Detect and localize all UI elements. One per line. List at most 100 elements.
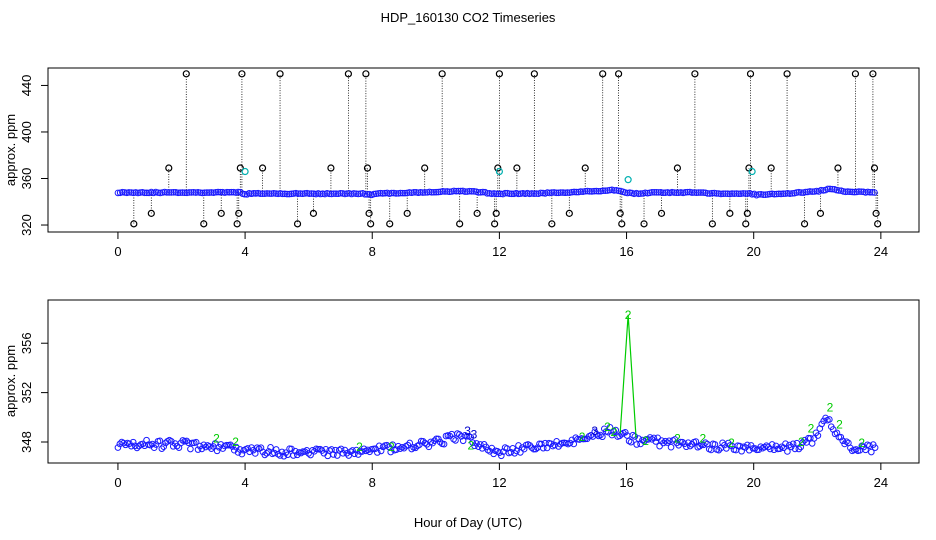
baseline-point [251,450,259,457]
baseline-point [820,187,827,194]
baseline-point [395,190,402,197]
excursion-point [767,164,775,172]
bottom-axes: 0 4 8 12 16 20 24 348 352 356 [19,332,888,490]
baseline-point [627,438,635,446]
baseline-point [508,190,516,198]
baseline-point [388,189,395,197]
baseline-point [479,188,487,196]
baseline-point [466,187,473,195]
green-label-mark: 2 [604,420,611,434]
baseline-point [766,190,774,198]
baseline-point [188,189,195,196]
baseline-point [457,187,464,195]
excursion-point [236,164,244,172]
y-tick-label: 352 [19,382,34,404]
cyan-point [241,167,249,176]
baseline-point [198,445,206,453]
baseline-point [537,189,545,197]
baseline-point [337,189,344,197]
baseline-point [158,445,166,452]
excursion-point [708,220,716,228]
baseline-point [332,190,340,197]
baseline-point [216,188,224,196]
x-tick-label: 12 [492,475,506,490]
baseline-point [213,447,221,455]
baseline-point [532,445,539,453]
green-label-mark: 2 [674,431,681,445]
x-tick-label: 20 [746,244,760,259]
baseline-point [782,440,789,447]
baseline-point [722,190,729,197]
baseline-point [775,190,783,198]
figure-title: HDP_160130 CO2 Timeseries [381,10,556,25]
baseline-point [653,189,660,196]
baseline-point [702,439,709,446]
x-tick-label: 12 [492,244,506,259]
excursion-point [238,70,246,78]
baseline-point [450,187,458,195]
baseline-point [345,452,353,459]
baseline-point [227,441,234,449]
baseline-point [648,189,656,196]
baseline-point [202,443,209,451]
top-plot-frame [47,67,920,233]
x-tick-label: 24 [874,475,888,490]
baseline-point [350,190,358,197]
baseline-point [130,189,137,197]
baseline-point [379,190,387,197]
baseline-point [148,440,156,448]
baseline-point [810,435,818,442]
baseline-point [650,189,658,196]
baseline-point [176,189,184,196]
baseline-point [802,188,809,196]
baseline-point [828,185,836,193]
baseline-point [478,445,486,452]
baseline-point [506,190,513,197]
baseline-point [844,188,852,195]
baseline-point [363,191,371,198]
baseline-point [432,188,440,196]
baseline-point [868,448,875,456]
baseline-point [292,447,299,455]
green-label-mark: 2 [827,400,834,414]
baseline-point [671,436,679,443]
baseline-point [520,445,528,453]
baseline-point [548,189,556,196]
baseline-point [615,187,622,195]
green-label-mark: 2 [798,435,805,449]
bottom-plot-frame [47,299,920,464]
baseline-point [484,190,491,197]
baseline-point [606,186,613,194]
baseline-point [696,442,703,450]
excursion-point [742,220,750,228]
bottom-ylabel: approx. ppm [3,345,18,417]
baseline-point [377,189,384,197]
baseline-point [708,189,716,197]
green-label-mark: 2 [213,431,220,445]
excursion-point [640,220,648,228]
baseline-point [515,442,522,449]
baseline-point [280,452,288,460]
baseline-point [278,448,286,456]
cyan-point [495,167,503,176]
baseline-point [688,189,696,196]
baseline-point [276,452,284,459]
x-tick-label: 0 [114,244,121,259]
x-axis-label: Hour of Day (UTC) [414,515,522,530]
blue-label-mark: 3 [591,424,598,438]
baseline-point [733,190,740,197]
baseline-point [871,444,879,451]
baseline-point [279,190,286,198]
green-label-mark: 2 [356,440,363,454]
baseline-point [599,187,607,195]
baseline-point [475,189,482,196]
baseline-point [737,190,745,197]
baseline-point [667,443,675,451]
baseline-point [724,190,731,197]
baseline-point [593,187,600,195]
excursion-point [403,209,411,217]
x-tick-label: 20 [746,475,760,490]
baseline-point [610,187,618,194]
baseline-point [387,448,394,456]
baseline-point [683,443,690,451]
